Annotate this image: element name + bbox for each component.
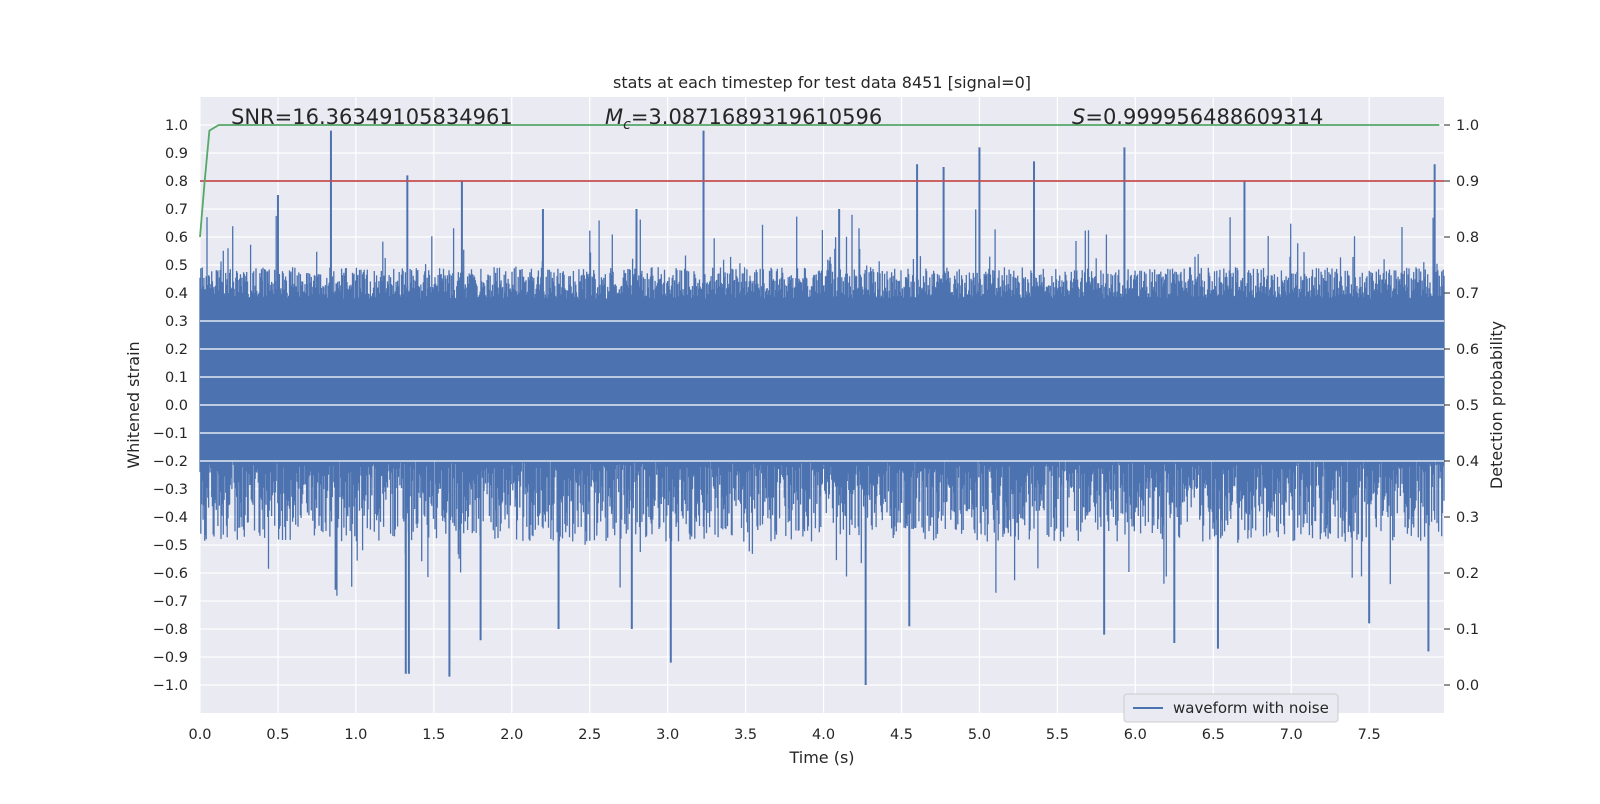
x-tick-label: 2.0 [500,727,523,743]
right-y-tick-label: 0.1 [1456,622,1479,638]
x-tick-label: 6.5 [1202,727,1225,743]
snr-annotation: SNR=16.36349105834961 [231,105,513,129]
probability-series [199,124,1444,238]
left-y-tick-label: 0.5 [165,258,188,274]
left-y-tick-label: −0.7 [153,594,188,610]
right-y-tick-label: 0.7 [1456,286,1479,302]
left-y-tick-label: 0.2 [165,342,188,358]
x-axis-label: Time (s) [788,748,854,767]
x-tick-label: 1.5 [422,727,445,743]
s-symbol: S [1072,105,1085,129]
x-tick-label: 4.5 [890,727,913,743]
legend-box [1123,693,1339,723]
x-tick-label: 1.0 [344,727,367,743]
x-tick-label: 4.0 [812,727,835,743]
x-tick-label: 0.5 [266,727,289,743]
left-y-tick-label: −0.8 [153,622,188,638]
significance-annotation: S=0.999956488609314 [1072,105,1323,129]
right-y-tick-label: 1.0 [1456,118,1479,134]
left-y-tick-label: 0.3 [165,314,188,330]
x-tick-label: 7.0 [1280,727,1303,743]
left-y-axis-label: Whitened strain [124,341,143,468]
left-y-tick-label: 0.4 [165,286,188,302]
left-y-axis-ticks: 1.0 0.9 0.8 0.7 0.6 0.5 0.4 0.3 0.2 0.1 0.0 −0.1 −0.… [153,118,188,694]
left-y-tick-label: 0.6 [165,230,188,246]
left-y-tick-label: 0.8 [165,174,188,190]
x-axis-ticks: 0.0 0.5 1.0 1.5 2.0 2.5 3.0 3.5 4.0 4.5 5.0 5.5 6.0 6… [188,727,1380,743]
left-y-tick-label: 0.7 [165,202,188,218]
left-y-tick-label: 0.1 [165,370,188,386]
x-tick-label: 5.0 [968,727,991,743]
x-tick-label: 5.5 [1046,727,1069,743]
waveform-dense-band [200,298,1444,461]
left-y-tick-label: −0.2 [153,454,188,470]
s-value: =0.999956488609314 [1085,105,1323,129]
right-y-axis-ticks: 1.0 0.9 0.8 0.7 0.6 0.5 0.4 0.3 0.2 0.1 0.0 [1444,118,1479,694]
x-tick-label: 7.5 [1358,727,1381,743]
left-y-tick-label: −0.9 [153,650,188,666]
left-y-tick-label: −0.5 [153,538,188,554]
chart-title: stats at each timestep for test data 845… [613,73,1031,92]
right-y-tick-label: 0.0 [1456,678,1479,694]
waveform-series [199,130,1445,685]
right-y-tick-label: 0.4 [1456,454,1479,470]
right-y-axis-label: Detection probability [1487,321,1506,489]
left-y-tick-label: 1.0 [165,118,188,134]
left-y-tick-label: 0.0 [165,398,188,414]
chirp-mass-annotation: Mc=3.0871689319610596 [605,105,882,133]
x-tick-label: 3.5 [734,727,757,743]
left-y-tick-label: −0.6 [153,566,188,582]
mc-subscript: c [623,117,631,133]
x-tick-label: 2.5 [578,727,601,743]
legend-waveform-label: waveform with noise [1173,699,1329,717]
right-y-tick-label: 0.6 [1456,342,1479,358]
detection-probability-line [199,124,1440,238]
mc-symbol: M [605,105,623,129]
right-y-tick-label: 0.5 [1456,398,1479,414]
right-y-tick-label: 0.2 [1456,566,1479,582]
left-y-tick-label: −0.1 [153,426,188,442]
left-y-tick-label: 0.9 [165,146,188,162]
left-y-tick-label: −0.3 [153,482,188,498]
mc-value: =3.0871689319610596 [631,105,882,129]
x-tick-label: 6.0 [1124,727,1147,743]
right-y-tick-label: 0.8 [1456,230,1479,246]
right-y-tick-label: 0.9 [1456,174,1479,190]
x-tick-label: 0.0 [188,727,211,743]
right-y-tick-label: 0.3 [1456,510,1479,526]
x-tick-label: 3.0 [656,727,679,743]
left-y-tick-label: −0.4 [153,510,188,526]
left-y-tick-label: −1.0 [153,678,188,694]
legend: waveform with noise [1123,693,1339,723]
